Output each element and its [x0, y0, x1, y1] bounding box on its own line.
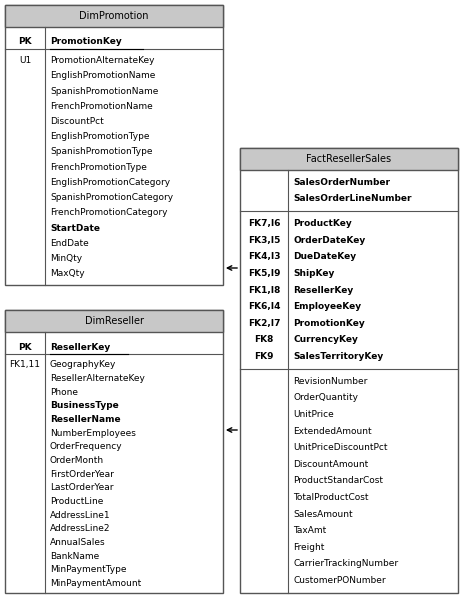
- Text: PK: PK: [18, 343, 32, 352]
- Text: DimReseller: DimReseller: [85, 316, 144, 326]
- Text: ProductLine: ProductLine: [50, 497, 103, 506]
- Text: FK7,I6: FK7,I6: [248, 219, 280, 228]
- Text: UnitPrice: UnitPrice: [293, 410, 334, 419]
- Bar: [5, 5, 223, 27]
- Text: FK2,I7: FK2,I7: [248, 319, 280, 328]
- Text: MinPaymentAmount: MinPaymentAmount: [50, 579, 141, 588]
- Text: RevisionNumber: RevisionNumber: [293, 377, 367, 386]
- Text: MaxQty: MaxQty: [50, 269, 85, 278]
- Text: FK8: FK8: [254, 335, 274, 344]
- Text: UnitPriceDiscountPct: UnitPriceDiscountPct: [293, 443, 388, 452]
- Text: ProductKey: ProductKey: [293, 219, 352, 228]
- Text: GeographyKey: GeographyKey: [50, 361, 116, 370]
- Text: CurrencyKey: CurrencyKey: [293, 335, 358, 344]
- Bar: [5, 310, 223, 593]
- Text: FK4,I3: FK4,I3: [248, 252, 280, 261]
- Text: DimPromotion: DimPromotion: [79, 11, 149, 21]
- Text: OrderQuantity: OrderQuantity: [293, 393, 358, 402]
- Text: OrderMonth: OrderMonth: [50, 456, 104, 465]
- Text: PromotionKey: PromotionKey: [293, 319, 365, 328]
- Text: ShipKey: ShipKey: [293, 269, 334, 278]
- Text: FK3,I5: FK3,I5: [248, 236, 280, 245]
- Text: DiscountAmount: DiscountAmount: [293, 460, 368, 469]
- Text: AddressLine1: AddressLine1: [50, 511, 111, 520]
- Text: EnglishPromotionCategory: EnglishPromotionCategory: [50, 178, 170, 187]
- Text: NumberEmployees: NumberEmployees: [50, 429, 136, 438]
- Text: MinPaymentType: MinPaymentType: [50, 565, 126, 574]
- Text: ResellerKey: ResellerKey: [293, 286, 353, 295]
- Text: BankName: BankName: [50, 551, 99, 560]
- Text: SalesAmount: SalesAmount: [293, 509, 353, 518]
- Text: DueDateKey: DueDateKey: [293, 252, 356, 261]
- Text: SalesOrderNumber: SalesOrderNumber: [293, 178, 390, 187]
- Text: FirstOrderYear: FirstOrderYear: [50, 469, 114, 478]
- Text: OrderDateKey: OrderDateKey: [293, 236, 365, 245]
- Text: TaxAmt: TaxAmt: [293, 526, 326, 535]
- Text: FK9: FK9: [254, 352, 274, 361]
- Text: AddressLine2: AddressLine2: [50, 524, 111, 533]
- Text: FrenchPromotionName: FrenchPromotionName: [50, 102, 153, 111]
- Text: StartDate: StartDate: [50, 224, 100, 233]
- Text: Phone: Phone: [50, 388, 78, 396]
- Text: FrenchPromotionCategory: FrenchPromotionCategory: [50, 208, 168, 217]
- Text: PK: PK: [18, 38, 32, 47]
- Text: SalesOrderLineNumber: SalesOrderLineNumber: [293, 194, 412, 203]
- Text: FK1,11: FK1,11: [10, 361, 40, 370]
- Bar: [5, 310, 223, 332]
- Text: SpanishPromotionType: SpanishPromotionType: [50, 148, 152, 157]
- Text: TotalProductCost: TotalProductCost: [293, 493, 369, 502]
- Text: EnglishPromotionType: EnglishPromotionType: [50, 132, 150, 141]
- Text: SpanishPromotionName: SpanishPromotionName: [50, 87, 158, 96]
- Text: FactResellerSales: FactResellerSales: [307, 154, 392, 164]
- Text: FK6,I4: FK6,I4: [248, 302, 280, 311]
- Text: ResellerKey: ResellerKey: [50, 343, 110, 352]
- Text: AnnualSales: AnnualSales: [50, 538, 106, 547]
- Text: FrenchPromotionType: FrenchPromotionType: [50, 163, 147, 172]
- Text: FK5,I9: FK5,I9: [248, 269, 280, 278]
- Text: EndDate: EndDate: [50, 239, 89, 248]
- Text: ResellerName: ResellerName: [50, 415, 121, 424]
- Text: SpanishPromotionCategory: SpanishPromotionCategory: [50, 193, 173, 202]
- Text: ProductStandarCost: ProductStandarCost: [293, 477, 383, 486]
- Text: FK1,I8: FK1,I8: [248, 286, 280, 295]
- Text: EnglishPromotionName: EnglishPromotionName: [50, 71, 156, 80]
- Text: ExtendedAmount: ExtendedAmount: [293, 426, 372, 435]
- Text: LastOrderYear: LastOrderYear: [50, 483, 113, 492]
- Text: ResellerAlternateKey: ResellerAlternateKey: [50, 374, 145, 383]
- Text: SalesTerritoryKey: SalesTerritoryKey: [293, 352, 383, 361]
- Text: EmployeeKey: EmployeeKey: [293, 302, 361, 311]
- Text: BusinessType: BusinessType: [50, 401, 119, 410]
- Text: U1: U1: [19, 56, 31, 65]
- Text: OrderFrequency: OrderFrequency: [50, 443, 123, 451]
- Text: CustomerPONumber: CustomerPONumber: [293, 576, 386, 585]
- Text: CarrierTrackingNumber: CarrierTrackingNumber: [293, 559, 398, 568]
- Text: PromotionAlternateKey: PromotionAlternateKey: [50, 56, 155, 65]
- Text: MinQty: MinQty: [50, 254, 82, 263]
- Text: DiscountPct: DiscountPct: [50, 117, 104, 126]
- Text: PromotionKey: PromotionKey: [50, 38, 122, 47]
- Text: Freight: Freight: [293, 543, 325, 552]
- Bar: [240, 148, 458, 170]
- Bar: [240, 148, 458, 593]
- Bar: [5, 5, 223, 285]
